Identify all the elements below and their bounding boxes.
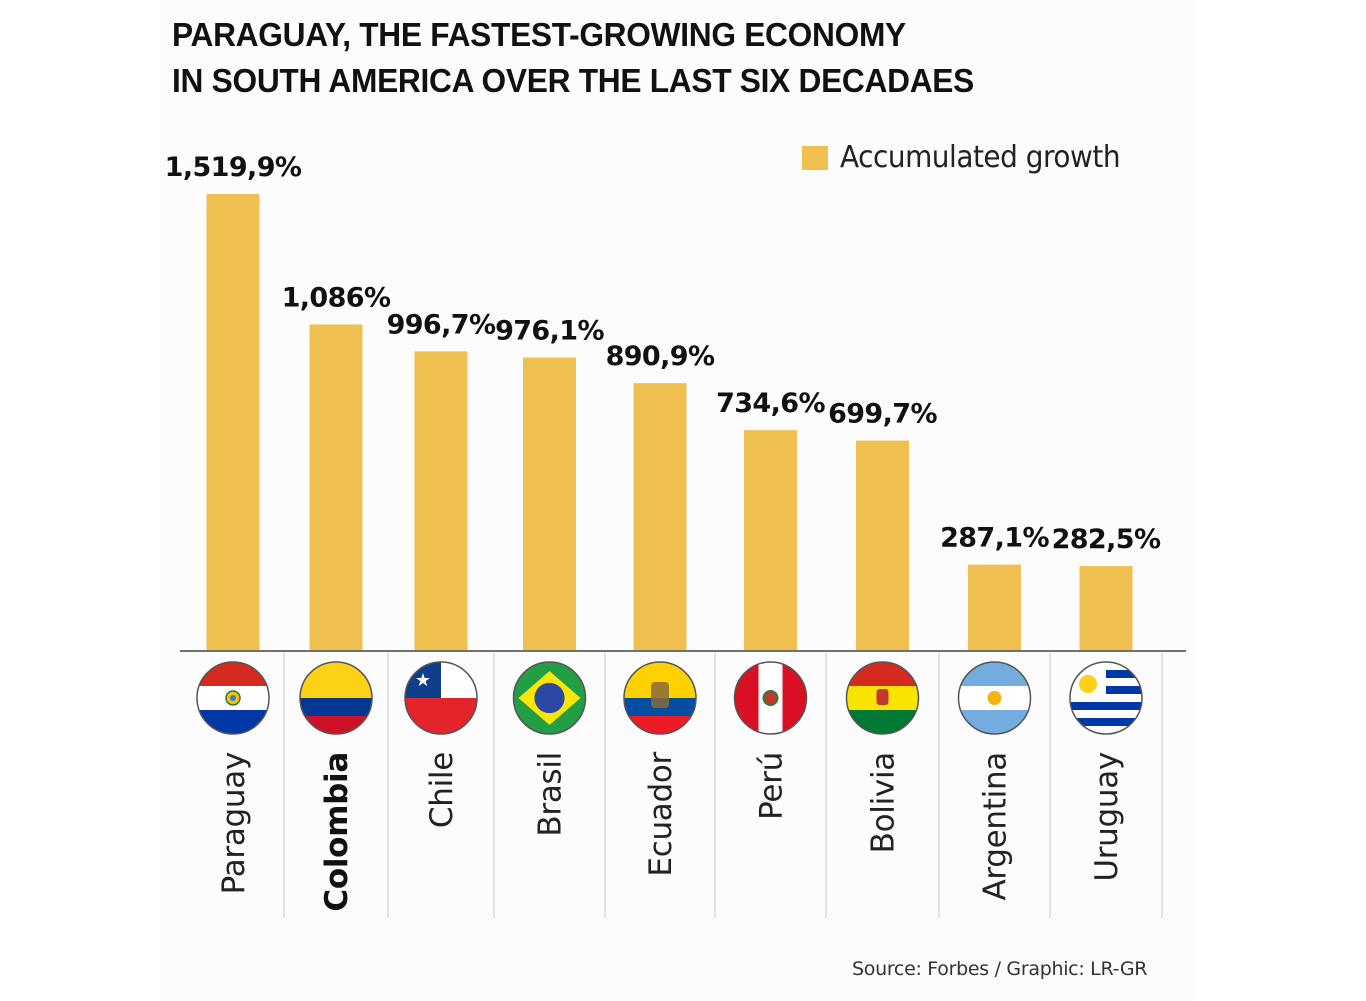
category-label: Paraguay <box>216 752 252 894</box>
peru-flag-icon <box>733 661 808 735</box>
bar-uruguay <box>1079 566 1133 651</box>
value-label: 976,1% <box>495 316 604 347</box>
category-label: Perú <box>754 752 790 820</box>
svg-text:★: ★ <box>415 670 431 691</box>
bar-brasil <box>523 357 576 651</box>
value-label: 287,1% <box>940 523 1049 554</box>
bar-chile <box>414 351 468 651</box>
flags: ★ <box>196 661 1143 735</box>
value-label: 1,086% <box>282 282 391 313</box>
bar-ecuador <box>633 383 687 651</box>
category-label: Chile <box>424 752 460 828</box>
value-label: 996,7% <box>387 309 496 340</box>
chart-title: PARAGUAY, THE FASTEST-GROWING ECONOMY IN… <box>172 12 974 104</box>
bar-argentina <box>968 564 1021 651</box>
source-note: Source: Forbes / Graphic: LR-GR <box>852 958 1148 980</box>
bar-paraguay <box>206 194 260 651</box>
value-label: 1,519,9% <box>165 152 302 183</box>
category-label: Argentina <box>978 752 1014 901</box>
value-label: 890,9% <box>606 341 715 372</box>
brazil-flag-icon <box>512 661 587 735</box>
column-dividers <box>283 653 1163 918</box>
category-labels: Paraguay Colombia Chile Brasil Ecuador Perú Bo… <box>216 751 1125 911</box>
category-label: Bolivia <box>866 752 902 853</box>
bolivia-flag-icon <box>845 661 920 735</box>
bars <box>206 194 1133 651</box>
bar-bolivia <box>856 440 909 651</box>
paraguay-flag-icon <box>196 661 270 735</box>
category-label: Brasil <box>533 752 569 837</box>
value-labels: 1,519,9% 1,086%996,7% 976,1%890,9%734,6% 69… <box>165 152 1162 555</box>
title-line-1: PARAGUAY, THE FASTEST-GROWING ECONOMY <box>172 16 906 53</box>
category-label: Colombia <box>319 752 355 912</box>
argentina-flag-icon <box>957 661 1032 735</box>
category-label: Ecuador <box>643 751 679 876</box>
value-label: 282,5% <box>1052 524 1161 555</box>
uruguay-flag-icon <box>1069 661 1143 735</box>
value-label: 699,7% <box>828 399 937 430</box>
colombia-flag-icon <box>299 661 373 735</box>
legend: Accumulated growth <box>802 140 1141 175</box>
legend-label: Accumulated growth <box>840 140 1121 175</box>
bar-perú <box>744 430 797 651</box>
title-line-2: IN SOUTH AMERICA OVER THE LAST SIX DECAD… <box>172 62 974 99</box>
bar-colombia <box>309 324 363 651</box>
legend-swatch <box>802 145 828 170</box>
chile-flag-icon: ★ <box>404 661 478 735</box>
category-label: Uruguay <box>1089 752 1125 882</box>
value-label: 734,6% <box>716 388 825 419</box>
ecuador-flag-icon <box>623 661 697 735</box>
